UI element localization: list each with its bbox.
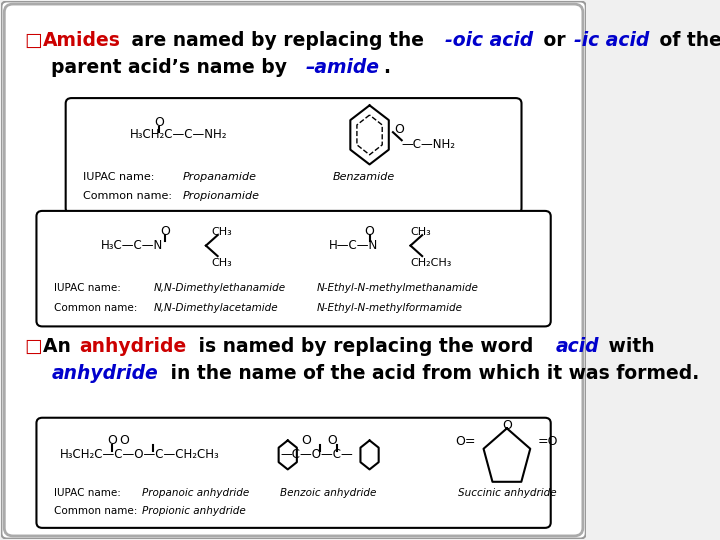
FancyBboxPatch shape [37, 211, 551, 326]
Text: Benzoic anhydride: Benzoic anhydride [281, 488, 377, 498]
Text: H—C—N: H—C—N [328, 239, 378, 252]
Text: N,N-Dimethylacetamide: N,N-Dimethylacetamide [153, 303, 278, 313]
Text: CH₃: CH₃ [410, 227, 431, 237]
Text: Propionamide: Propionamide [183, 191, 259, 201]
Text: H₃CH₂C—C—NH₂: H₃CH₂C—C—NH₂ [130, 129, 228, 141]
Text: or: or [537, 31, 572, 50]
Text: Succinic anhydride: Succinic anhydride [458, 488, 557, 498]
Text: -ic acid: -ic acid [574, 31, 649, 50]
Text: Propanoic anhydride: Propanoic anhydride [142, 488, 249, 498]
Text: N-Ethyl-N-methylmethanamide: N-Ethyl-N-methylmethanamide [317, 282, 479, 293]
Text: =O: =O [538, 435, 558, 448]
Text: An: An [43, 337, 78, 356]
Text: O: O [120, 435, 129, 448]
FancyBboxPatch shape [1, 2, 586, 538]
Text: O: O [394, 123, 404, 136]
Text: CH₃: CH₃ [212, 259, 233, 268]
Text: O: O [154, 116, 164, 129]
Text: □: □ [24, 31, 42, 50]
Text: N,N-Dimethylethanamide: N,N-Dimethylethanamide [153, 282, 285, 293]
Text: O: O [107, 435, 117, 448]
Text: O: O [160, 226, 170, 239]
Text: Common name:: Common name: [54, 303, 138, 313]
Text: anhydride: anhydride [52, 364, 158, 383]
Text: O: O [502, 419, 512, 432]
Text: O: O [364, 226, 374, 239]
Text: acid: acid [556, 337, 600, 356]
Text: O    O: O O [302, 435, 338, 448]
Text: parent acid’s name by: parent acid’s name by [24, 58, 293, 77]
Text: are named by replacing the: are named by replacing the [125, 31, 431, 50]
Text: Benzamide: Benzamide [333, 172, 395, 182]
Text: Propanamide: Propanamide [183, 172, 256, 182]
Text: in the name of the acid from which it was formed.: in the name of the acid from which it wa… [163, 364, 699, 383]
Text: N-Ethyl-N-methylformamide: N-Ethyl-N-methylformamide [317, 303, 463, 313]
Text: .: . [384, 58, 390, 77]
Text: □: □ [24, 337, 42, 356]
Text: H₃C—C—N: H₃C—C—N [101, 239, 163, 252]
Text: anhydride: anhydride [79, 337, 186, 356]
Text: —C—NH₂: —C—NH₂ [402, 138, 456, 151]
FancyBboxPatch shape [4, 4, 583, 536]
Text: CH₂CH₃: CH₂CH₃ [410, 259, 452, 268]
FancyBboxPatch shape [66, 98, 521, 214]
Text: -oic acid: -oic acid [445, 31, 533, 50]
Text: with: with [602, 337, 654, 356]
Text: —C—O—C—: —C—O—C— [281, 448, 354, 461]
Text: is named by replacing the word: is named by replacing the word [192, 337, 539, 356]
Text: IUPAC name:: IUPAC name: [54, 488, 121, 498]
Text: Common name:: Common name: [84, 191, 172, 201]
FancyBboxPatch shape [37, 418, 551, 528]
Text: H₃CH₂C—C—O—C—CH₂CH₃: H₃CH₂C—C—O—C—CH₂CH₃ [60, 448, 220, 461]
Text: Propionic anhydride: Propionic anhydride [142, 505, 246, 516]
Text: O=: O= [456, 435, 476, 448]
Text: –amide: –amide [306, 58, 380, 77]
Text: IUPAC name:: IUPAC name: [84, 172, 155, 182]
Text: Amides: Amides [43, 31, 121, 50]
Text: CH₃: CH₃ [212, 227, 233, 237]
Text: of the: of the [653, 31, 720, 50]
Text: Common name:: Common name: [54, 505, 138, 516]
Text: IUPAC name:: IUPAC name: [54, 282, 121, 293]
